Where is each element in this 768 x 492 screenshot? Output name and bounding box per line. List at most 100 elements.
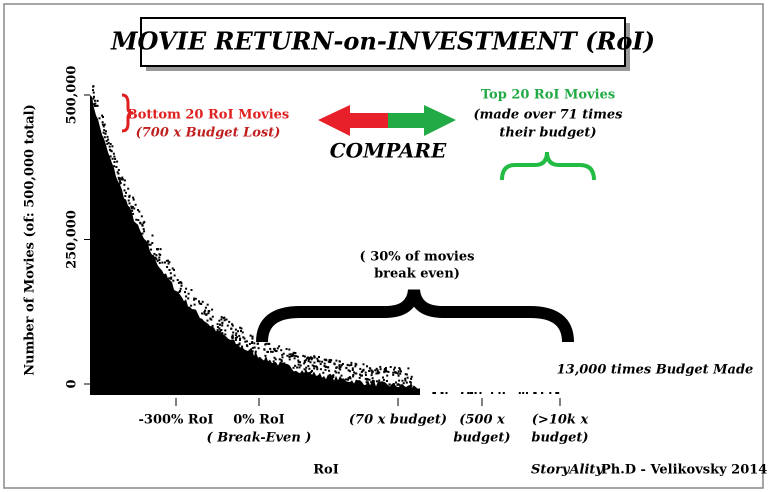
outlier-dot: [526, 392, 528, 394]
density-speck: [249, 334, 252, 337]
density-speck: [158, 253, 161, 256]
density-speck: [389, 366, 392, 368]
outlier-dot: [491, 392, 494, 394]
outlier-dot: [549, 392, 552, 394]
density-speck: [404, 373, 407, 376]
density-speck: [251, 346, 254, 349]
annotation: Top 20 RoI Movies: [481, 88, 615, 103]
density-speck: [108, 145, 111, 148]
density-speck: [240, 330, 242, 332]
density-speck: [185, 295, 188, 298]
density-speck: [296, 366, 299, 369]
density-speck: [381, 382, 384, 385]
density-speck: [322, 371, 325, 374]
density-speck: [348, 376, 351, 379]
density-speck: [161, 261, 164, 264]
density-speck: [123, 179, 126, 182]
density-speck: [393, 368, 395, 371]
density-speck: [346, 363, 349, 366]
density-speck: [232, 340, 235, 343]
density-speck: [168, 277, 171, 280]
density-speck: [332, 376, 335, 378]
density-speck: [221, 324, 224, 327]
density-speck: [341, 363, 344, 365]
x-tick-label: budget): [453, 431, 510, 446]
density-speck: [392, 373, 395, 376]
y-axis-label: Number of Movies (of: 500,000 total): [23, 104, 38, 376]
density-speck: [267, 342, 270, 345]
density-speck: [310, 358, 313, 361]
density-speck: [238, 334, 241, 337]
density-speck: [159, 248, 162, 251]
density-speck: [156, 259, 159, 262]
density-speck: [173, 274, 176, 277]
density-speck: [308, 367, 311, 370]
density-speck: [234, 339, 237, 341]
density-speck: [254, 350, 257, 353]
credit: StoryAlity: [531, 463, 604, 478]
density-speck: [386, 374, 389, 377]
density-speck: [309, 357, 312, 359]
density-speck: [96, 104, 99, 107]
density-speck: [288, 356, 291, 358]
outlier-dot: [440, 392, 443, 394]
density-speck: [305, 366, 308, 369]
density-speck: [250, 349, 253, 352]
density-speck: [280, 360, 283, 363]
density-speck: [364, 371, 367, 374]
density-speck: [119, 182, 122, 184]
density-speck: [206, 303, 209, 306]
density-speck: [239, 326, 242, 329]
density-speck: [222, 317, 225, 319]
density-speck: [345, 367, 348, 370]
density-speck: [365, 378, 368, 381]
density-speck: [382, 378, 385, 381]
density-speck: [270, 350, 272, 353]
density-speck: [96, 99, 99, 102]
density-speck: [92, 97, 95, 100]
density-speck: [278, 358, 281, 361]
density-speck: [231, 337, 234, 340]
density-speck: [184, 291, 186, 294]
density-speck: [168, 261, 171, 264]
density-speck: [133, 207, 136, 210]
density-speck: [98, 117, 101, 120]
density-speck: [366, 365, 368, 368]
density-speck: [319, 368, 322, 371]
density-speck: [235, 332, 238, 335]
density-speck: [168, 269, 171, 271]
density-speck: [317, 359, 320, 362]
density-speck: [306, 356, 309, 359]
density-speck: [288, 353, 291, 356]
density-speck: [347, 378, 349, 381]
density-speck: [340, 364, 343, 367]
annotation: break even): [374, 267, 460, 282]
density-speck: [218, 327, 221, 330]
density-speck: [248, 342, 251, 345]
density-speck: [331, 374, 334, 377]
outlier-dot: [467, 392, 470, 394]
density-speck: [358, 380, 361, 383]
density-speck: [316, 368, 319, 371]
density-speck: [338, 364, 341, 367]
density-speck: [392, 383, 395, 386]
density-speck: [307, 365, 310, 368]
density-speck: [359, 373, 361, 376]
density-speck: [335, 359, 338, 362]
x-tick-label: budget): [531, 431, 588, 446]
density-speck: [253, 346, 256, 349]
outlier-dot: [522, 392, 525, 394]
density-speck: [218, 319, 221, 322]
density-speck: [352, 375, 355, 378]
x-axis-label: RoI: [313, 463, 339, 478]
density-speck: [190, 304, 193, 307]
density-speck: [324, 358, 327, 361]
density-speck: [383, 368, 386, 370]
density-speck: [354, 372, 357, 375]
density-speck: [292, 366, 295, 369]
density-speck: [328, 369, 331, 372]
density-speck: [155, 258, 158, 261]
outlier-dot: [432, 392, 435, 394]
density-speck: [285, 348, 288, 350]
